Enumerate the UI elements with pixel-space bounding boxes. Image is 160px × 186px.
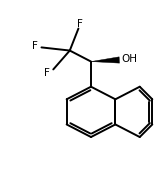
- Polygon shape: [91, 57, 120, 63]
- Text: F: F: [77, 19, 83, 28]
- Text: F: F: [32, 41, 38, 51]
- Text: F: F: [44, 68, 50, 78]
- Text: OH: OH: [122, 54, 138, 64]
